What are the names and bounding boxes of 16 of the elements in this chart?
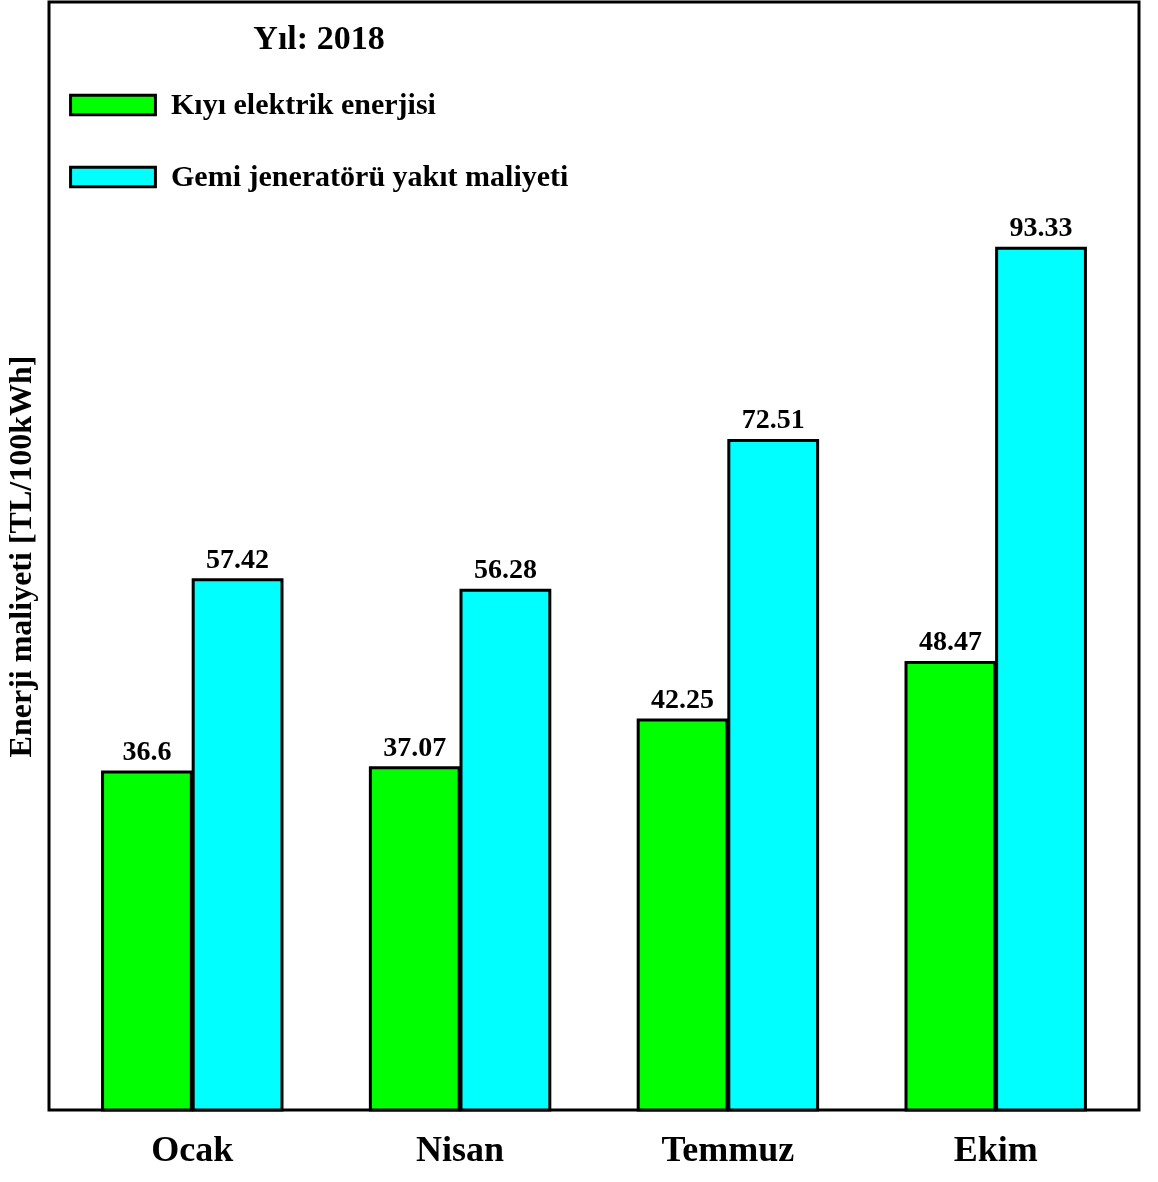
data-label: 42.25 [651,682,715,714]
legend-label: Kıyı elektrik enerjisi [171,87,436,120]
x-tick-label: Ekim [953,1128,1038,1169]
data-label: 37.07 [383,730,447,762]
y-axis-title: Enerji maliyeti [TL/100kWh] [1,355,38,758]
x-tick-label: Ocak [151,1128,234,1169]
data-label: 57.42 [206,542,270,574]
data-label: 36.6 [122,735,172,767]
data-label: 72.51 [741,403,805,435]
legend-title: Yıl: 2018 [253,19,385,56]
x-tick-label: Temmuz [661,1128,795,1169]
data-label: 56.28 [473,553,537,585]
legend-label: Gemi jeneratörü yakıt maliyeti [171,159,569,192]
x-tick-label: Nisan [416,1128,505,1169]
data-label: 48.47 [918,625,982,657]
data-label: 93.33 [1009,211,1073,243]
